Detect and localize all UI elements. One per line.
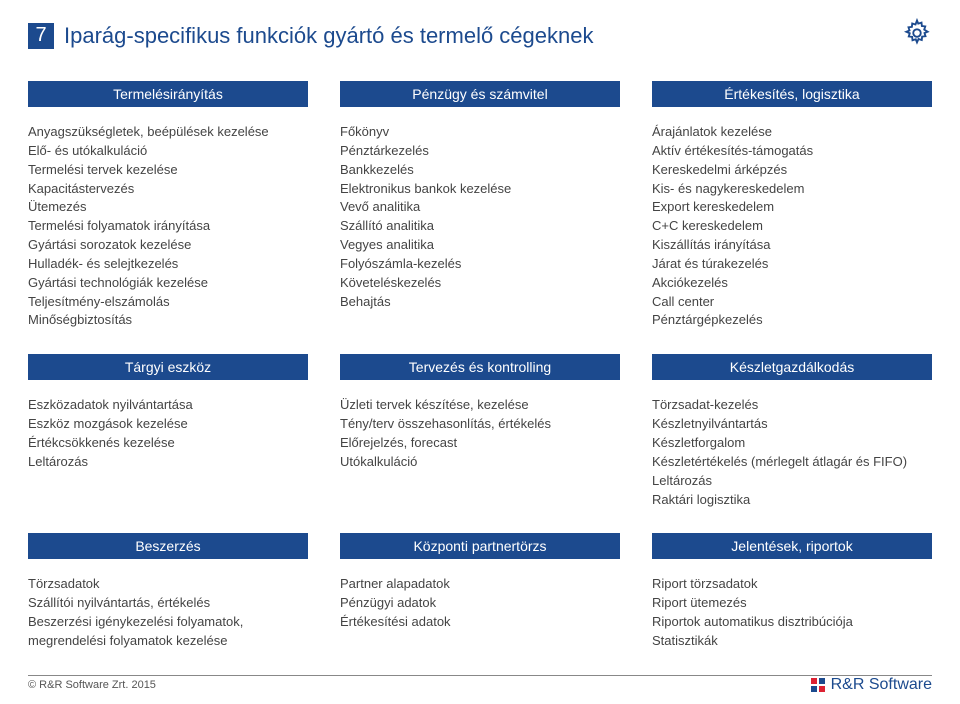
- list-item: Készletértékelés (mérlegelt átlagár és F…: [652, 453, 932, 472]
- list-item: Értékesítési adatok: [340, 613, 620, 632]
- section-list: Törzsadat-kezelésKészletnyilvántartásKés…: [652, 394, 932, 517]
- list-item: Eszköz mozgások kezelése: [28, 415, 308, 434]
- section-header: Beszerzés: [28, 533, 308, 559]
- list-item: Kapacitástervezés: [28, 180, 308, 199]
- list-item: Riport törzsadatok: [652, 575, 932, 594]
- section-list: FőkönyvPénztárkezelésBankkezelésElektron…: [340, 121, 620, 338]
- list-item: Üzleti tervek készítése, kezelése: [340, 396, 620, 415]
- list-item: Leltározás: [652, 472, 932, 491]
- list-item: Termelési folyamatok irányítása: [28, 217, 308, 236]
- list-item: Pénztárgépkezelés: [652, 311, 932, 330]
- brand-logo-icon: [811, 678, 825, 692]
- section-list: Partner alapadatokPénzügyi adatokÉrtékes…: [340, 573, 620, 658]
- brand: R&R Software: [811, 676, 932, 694]
- section-list: Üzleti tervek készítése, kezeléseTény/te…: [340, 394, 620, 517]
- section-list: Anyagszükségletek, beépülések kezeléseEl…: [28, 121, 308, 338]
- list-item: Készletforgalom: [652, 434, 932, 453]
- list-item: Elektronikus bankok kezelése: [340, 180, 620, 199]
- section-header: Pénzügy és számvitel: [340, 81, 620, 107]
- section-list: Árajánlatok kezeléseAktív értékesítés-tá…: [652, 121, 932, 338]
- list-item: Raktári logisztika: [652, 491, 932, 510]
- content-grid: Termelésirányítás Pénzügy és számvitel Ért…: [28, 81, 932, 669]
- list-item: Vegyes analitika: [340, 236, 620, 255]
- list-item: Követeléskezelés: [340, 274, 620, 293]
- list-item: Pénzügyi adatok: [340, 594, 620, 613]
- list-item: Értékcsökkenés kezelése: [28, 434, 308, 453]
- brand-name: R&R Software: [831, 676, 932, 694]
- list-item: Szállító analitika: [340, 217, 620, 236]
- list-item: Teljesítmény-elszámolás: [28, 293, 308, 312]
- list-item: Árajánlatok kezelése: [652, 123, 932, 142]
- list-item: Szállítói nyilvántartás, értékelés: [28, 594, 308, 613]
- footer: © R&R Software Zrt. 2015 R&R Software: [0, 676, 960, 694]
- list-item: Gyártási sorozatok kezelése: [28, 236, 308, 255]
- page-title: Iparág-specifikus funkciók gyártó és ter…: [64, 23, 593, 49]
- list-item: Bankkezelés: [340, 161, 620, 180]
- list-item: Statisztikák: [652, 632, 932, 651]
- list-item: Riport ütemezés: [652, 594, 932, 613]
- section-header: Termelésirányítás: [28, 81, 308, 107]
- list-item: Kiszállítás irányítása: [652, 236, 932, 255]
- section-list: TörzsadatokSzállítói nyilvántartás, érté…: [28, 573, 308, 658]
- list-item: Behajtás: [340, 293, 620, 312]
- section-list: Eszközadatok nyilvántartásaEszköz mozgás…: [28, 394, 308, 517]
- list-item: Partner alapadatok: [340, 575, 620, 594]
- list-item: Beszerzési igénykezelési folyamatok,: [28, 613, 308, 632]
- list-item: Járat és túrakezelés: [652, 255, 932, 274]
- list-item: Aktív értékesítés-támogatás: [652, 142, 932, 161]
- section-list: Riport törzsadatokRiport ütemezésRiporto…: [652, 573, 932, 658]
- list-item: Kis- és nagykereskedelem: [652, 180, 932, 199]
- list-item: Törzsadatok: [28, 575, 308, 594]
- list-item: Riportok automatikus disztribúciója: [652, 613, 932, 632]
- list-item: Hulladék- és selejtkezelés: [28, 255, 308, 274]
- section-header: Jelentések, riportok: [652, 533, 932, 559]
- list-item: Pénztárkezelés: [340, 142, 620, 161]
- list-item: Készletnyilvántartás: [652, 415, 932, 434]
- list-item: Ütemezés: [28, 198, 308, 217]
- list-item: Főkönyv: [340, 123, 620, 142]
- list-item: Termelési tervek kezelése: [28, 161, 308, 180]
- list-item: Call center: [652, 293, 932, 312]
- page-number-badge: 7: [28, 23, 54, 49]
- list-item: Gyártási technológiák kezelése: [28, 274, 308, 293]
- list-item: Minőségbiztosítás: [28, 311, 308, 330]
- list-item: Eszközadatok nyilvántartása: [28, 396, 308, 415]
- list-item: Export kereskedelem: [652, 198, 932, 217]
- list-item: C+C kereskedelem: [652, 217, 932, 236]
- gear-icon: [902, 18, 932, 53]
- list-item: Vevő analitika: [340, 198, 620, 217]
- list-item: Előrejelzés, forecast: [340, 434, 620, 453]
- section-header: Készletgazdálkodás: [652, 354, 932, 380]
- list-item: Elő- és utókalkuláció: [28, 142, 308, 161]
- section-header: Központi partnertörzs: [340, 533, 620, 559]
- copyright-text: © R&R Software Zrt. 2015: [28, 679, 156, 691]
- list-item: Törzsadat-kezelés: [652, 396, 932, 415]
- list-item: megrendelési folyamatok kezelése: [28, 632, 308, 651]
- title-left: 7 Iparág-specifikus funkciók gyártó és t…: [28, 23, 593, 49]
- list-item: Tény/terv összehasonlítás, értékelés: [340, 415, 620, 434]
- list-item: Anyagszükségletek, beépülések kezelése: [28, 123, 308, 142]
- section-header: Értékesítés, logisztika: [652, 81, 932, 107]
- list-item: Folyószámla-kezelés: [340, 255, 620, 274]
- section-header: Tárgyi eszköz: [28, 354, 308, 380]
- section-header: Tervezés és kontrolling: [340, 354, 620, 380]
- list-item: Akciókezelés: [652, 274, 932, 293]
- list-item: Kereskedelmi árképzés: [652, 161, 932, 180]
- list-item: Utókalkuláció: [340, 453, 620, 472]
- list-item: Leltározás: [28, 453, 308, 472]
- title-row: 7 Iparág-specifikus funkciók gyártó és t…: [28, 18, 932, 53]
